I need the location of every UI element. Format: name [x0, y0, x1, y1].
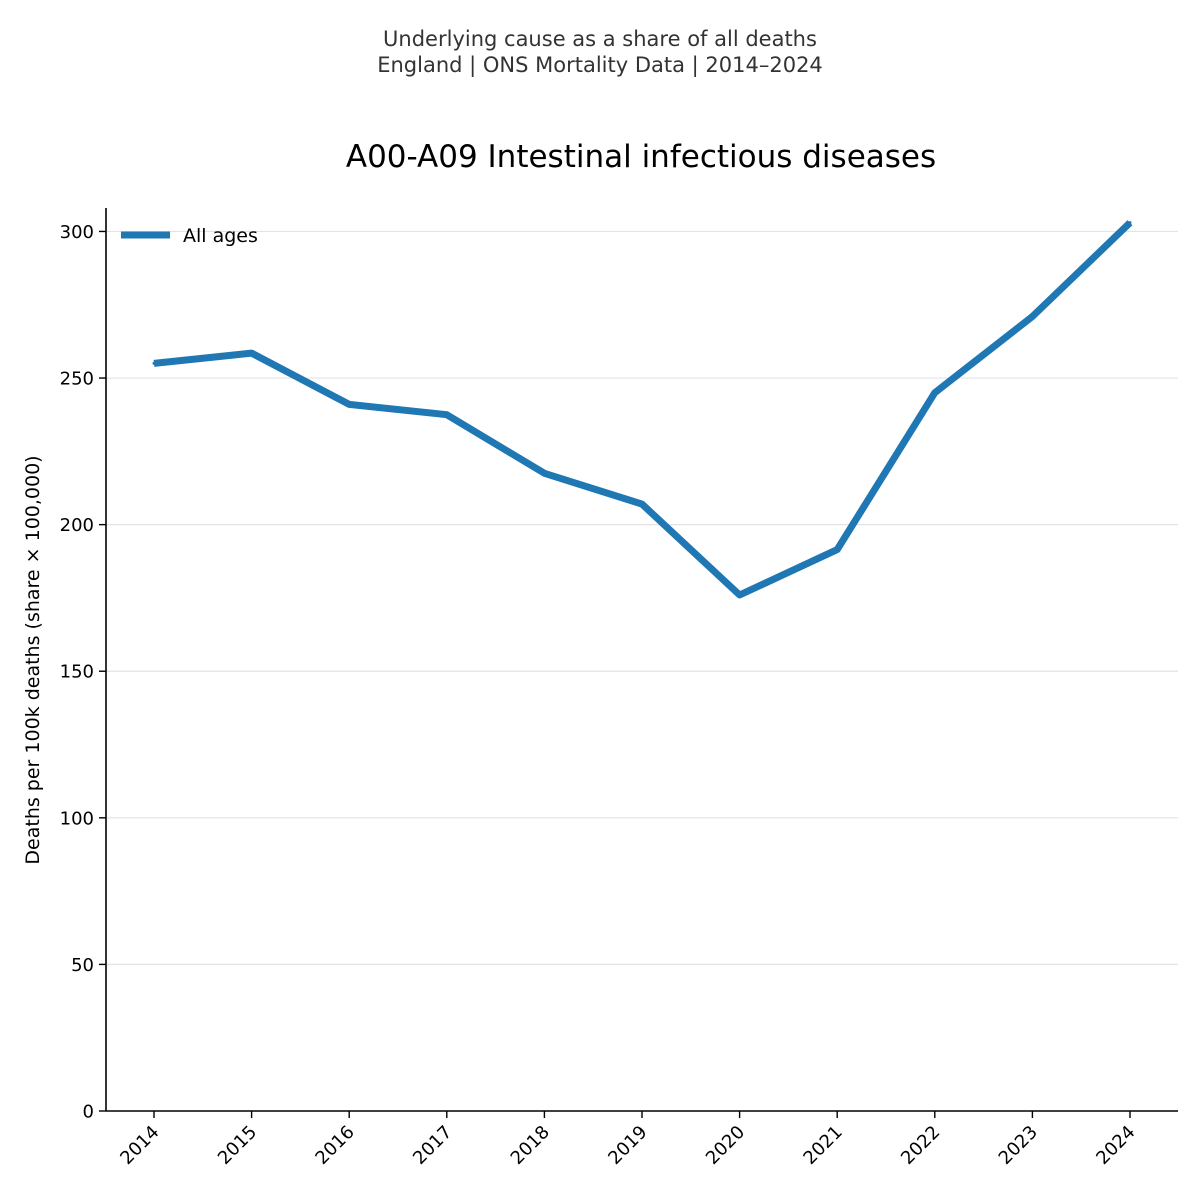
data-point-2015 — [250, 351, 254, 355]
data-point-2017 — [445, 413, 449, 417]
x-tick-label-2021: 2021 — [799, 1122, 846, 1169]
data-point-2022 — [933, 391, 937, 395]
y-tick-label-250: 250 — [60, 369, 94, 390]
x-tick-label-2023: 2023 — [995, 1122, 1042, 1169]
data-point-2016 — [347, 402, 351, 406]
y-tick-label-300: 300 — [60, 222, 94, 243]
y-tick-label-150: 150 — [60, 662, 94, 683]
data-point-2014 — [152, 361, 156, 365]
x-tick-label-2019: 2019 — [604, 1122, 651, 1169]
y-tick-label-200: 200 — [60, 515, 94, 536]
x-tick-label-2016: 2016 — [311, 1122, 358, 1169]
y-tick-label-0: 0 — [83, 1102, 94, 1123]
supertitle-line-1: Underlying cause as a share of all death… — [383, 27, 817, 51]
data-point-2019 — [640, 502, 644, 506]
series-line-0 — [153, 220, 1133, 599]
gridlines — [106, 230, 1178, 966]
series-group — [152, 220, 1133, 599]
data-point-2020 — [738, 593, 742, 597]
y-ticks: 0 50 100 150 200 250 300 — [60, 222, 106, 1123]
x-tick-label-2015: 2015 — [214, 1122, 261, 1169]
data-point-2018 — [542, 471, 546, 475]
axes — [105, 208, 1178, 1112]
data-point-2021 — [835, 548, 839, 552]
chart-supertitle: Underlying cause as a share of all death… — [0, 26, 1200, 78]
y-tick-label-100: 100 — [60, 808, 94, 829]
y-tick-label-50: 50 — [71, 955, 94, 976]
data-point-2023 — [1030, 314, 1034, 318]
data-point-2024 — [1128, 221, 1132, 225]
x-tick-label-2017: 2017 — [409, 1122, 456, 1169]
y-axis-label: Deaths per 100k deaths (share × 100,000) — [22, 455, 44, 864]
x-tick-label-2022: 2022 — [897, 1122, 944, 1169]
x-tick-label-2014: 2014 — [116, 1122, 163, 1169]
x-ticks: 2014 2015 2016 2017 2018 2019 2020 2021 2022 2023… — [116, 1111, 1140, 1169]
legend-label: All ages — [183, 225, 258, 247]
x-tick-label-2020: 2020 — [702, 1122, 749, 1169]
chart-title: A00-A09 Intestinal infectious diseases — [346, 139, 936, 175]
x-tick-label-2024: 2024 — [1092, 1122, 1139, 1169]
supertitle-line-2: England | ONS Mortality Data | 2014–2024 — [377, 53, 823, 77]
x-tick-label-2018: 2018 — [507, 1122, 554, 1169]
legend: All ages — [121, 225, 258, 247]
